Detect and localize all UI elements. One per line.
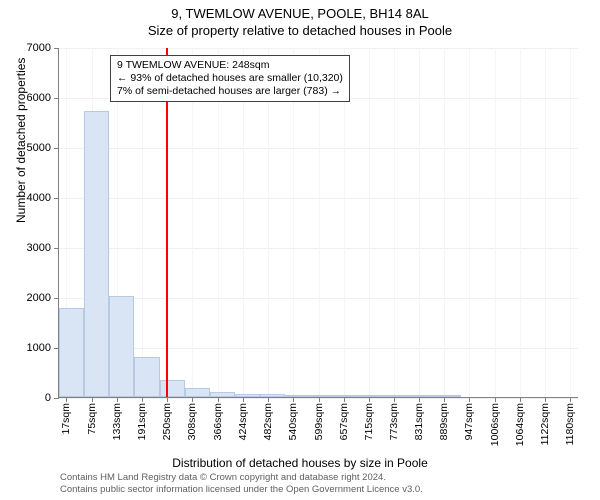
y-tick-label: 0 [45, 392, 51, 404]
histogram-bar [59, 308, 84, 397]
footer-attribution: Contains HM Land Registry data © Crown c… [60, 472, 423, 496]
footer-line-1: Contains HM Land Registry data © Crown c… [60, 472, 423, 484]
gridline-v [369, 48, 370, 397]
y-tick-label: 4000 [27, 192, 51, 204]
histogram-bar [109, 296, 134, 398]
histogram-bar [210, 392, 235, 397]
annotation-line-2: ← 93% of detached houses are smaller (10… [117, 72, 343, 85]
x-tick-label: 1064sqm [514, 403, 526, 446]
gridline-v [469, 48, 470, 397]
gridline-v [545, 48, 546, 397]
y-tick [54, 48, 59, 49]
x-tick [218, 397, 219, 402]
gridline-v [444, 48, 445, 397]
x-tick [92, 397, 93, 402]
x-tick-label: 540sqm [287, 403, 299, 440]
y-tick-label: 1000 [27, 342, 51, 354]
x-tick-label: 482sqm [262, 403, 274, 440]
x-tick [167, 397, 168, 402]
y-tick [54, 248, 59, 249]
y-tick [54, 148, 59, 149]
y-tick-label: 6000 [27, 92, 51, 104]
x-tick-label: 889sqm [438, 403, 450, 440]
y-tick [54, 398, 59, 399]
histogram-bar [84, 111, 109, 397]
x-tick-label: 308sqm [186, 403, 198, 440]
x-tick [142, 397, 143, 402]
chart-title-main: 9, TWEMLOW AVENUE, POOLE, BH14 8AL [0, 0, 600, 21]
annotation-line-3: 7% of semi-detached houses are larger (7… [117, 85, 343, 98]
footer-line-2: Contains public sector information licen… [60, 484, 423, 496]
gridline-v [495, 48, 496, 397]
chart-title-sub: Size of property relative to detached ho… [0, 21, 600, 38]
x-tick [495, 397, 496, 402]
histogram-bar [436, 395, 461, 397]
annotation-box: 9 TWEMLOW AVENUE: 248sqm ← 93% of detach… [110, 55, 350, 102]
x-tick-label: 657sqm [338, 403, 350, 440]
x-tick [520, 397, 521, 402]
x-tick [319, 397, 320, 402]
x-tick-label: 191sqm [136, 403, 148, 440]
x-tick-label: 424sqm [237, 403, 249, 440]
x-tick-label: 250sqm [161, 403, 173, 440]
histogram-bar [285, 395, 310, 398]
x-tick-label: 133sqm [111, 403, 123, 440]
x-tick-label: 831sqm [413, 403, 425, 440]
histogram-bar [235, 394, 260, 398]
x-tick-label: 366sqm [212, 403, 224, 440]
x-tick [545, 397, 546, 402]
x-tick [243, 397, 244, 402]
annotation-line-1: 9 TWEMLOW AVENUE: 248sqm [117, 59, 343, 72]
x-axis-title: Distribution of detached houses by size … [0, 456, 600, 470]
x-tick [394, 397, 395, 402]
x-tick [444, 397, 445, 402]
histogram-bar [310, 395, 335, 397]
y-tick [54, 298, 59, 299]
x-tick-label: 599sqm [313, 403, 325, 440]
histogram-bar [411, 395, 436, 397]
x-tick-label: 75sqm [86, 403, 98, 435]
y-tick-label: 7000 [27, 42, 51, 54]
x-tick [570, 397, 571, 402]
y-tick-label: 3000 [27, 242, 51, 254]
x-tick-label: 1006sqm [489, 403, 501, 446]
x-tick [117, 397, 118, 402]
x-tick [192, 397, 193, 402]
y-tick-label: 5000 [27, 142, 51, 154]
x-tick [66, 397, 67, 402]
x-tick-label: 1122sqm [539, 403, 551, 445]
y-tick-label: 2000 [27, 292, 51, 304]
x-tick-label: 17sqm [60, 403, 72, 435]
y-tick [54, 98, 59, 99]
histogram-bar [160, 380, 185, 398]
gridline-v [394, 48, 395, 397]
histogram-bar [386, 395, 411, 397]
x-tick [268, 397, 269, 402]
histogram-bar [361, 395, 386, 397]
histogram-bar [260, 394, 285, 397]
x-tick-label: 1180sqm [564, 403, 576, 445]
x-tick [419, 397, 420, 402]
gridline-v [419, 48, 420, 397]
histogram-bar [185, 388, 210, 398]
y-tick [54, 198, 59, 199]
x-tick-label: 947sqm [463, 403, 475, 440]
x-tick [469, 397, 470, 402]
x-tick [344, 397, 345, 402]
histogram-bar [134, 357, 159, 397]
gridline-v [570, 48, 571, 397]
x-tick-label: 773sqm [388, 403, 400, 440]
x-tick [369, 397, 370, 402]
gridline-v [520, 48, 521, 397]
histogram-bar [335, 395, 360, 397]
x-tick [293, 397, 294, 402]
x-tick-label: 715sqm [363, 403, 375, 440]
